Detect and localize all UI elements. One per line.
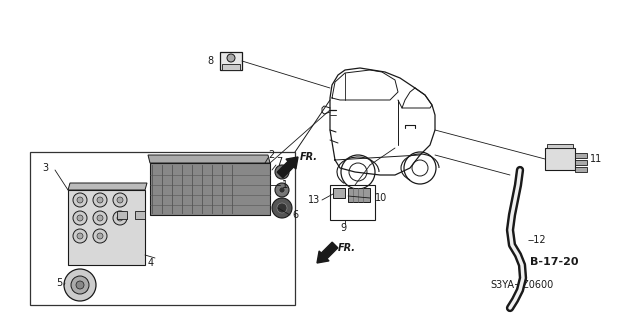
Circle shape [97, 215, 103, 221]
Circle shape [77, 215, 83, 221]
Bar [117, 211, 127, 219]
Text: 13: 13 [308, 195, 320, 205]
Text: ‒12: ‒12 [528, 235, 547, 245]
Bar [222, 64, 240, 70]
Circle shape [64, 269, 96, 301]
Circle shape [117, 215, 123, 221]
Bar [220, 52, 242, 70]
Circle shape [272, 198, 292, 218]
Bar [545, 148, 575, 170]
Text: 2: 2 [268, 150, 275, 160]
Circle shape [93, 193, 107, 207]
Circle shape [97, 197, 103, 203]
Circle shape [117, 197, 123, 203]
Circle shape [113, 193, 127, 207]
Bar [348, 188, 370, 202]
Circle shape [73, 229, 87, 243]
Bar [575, 160, 587, 165]
Circle shape [277, 203, 287, 213]
Bar [575, 153, 587, 158]
Circle shape [279, 169, 285, 175]
Circle shape [227, 54, 235, 62]
Bar [135, 211, 145, 219]
Circle shape [93, 229, 107, 243]
Polygon shape [150, 163, 270, 215]
Text: 4: 4 [148, 258, 154, 268]
Text: 1: 1 [282, 180, 288, 190]
Polygon shape [68, 183, 147, 190]
Circle shape [113, 211, 127, 225]
Circle shape [73, 193, 87, 207]
Circle shape [77, 197, 83, 203]
Circle shape [275, 183, 289, 197]
Text: 8: 8 [208, 56, 214, 66]
Polygon shape [68, 190, 145, 265]
Text: FR.: FR. [300, 152, 318, 162]
Circle shape [77, 233, 83, 239]
Text: 5: 5 [56, 278, 62, 288]
Text: FR.: FR. [338, 243, 356, 253]
Text: 6: 6 [292, 210, 298, 220]
Circle shape [93, 211, 107, 225]
Text: 7: 7 [276, 157, 282, 167]
Text: S3YA−Z0600: S3YA−Z0600 [490, 280, 553, 290]
Circle shape [275, 165, 289, 179]
Bar [547, 144, 573, 148]
FancyArrow shape [277, 157, 298, 178]
Bar [333, 188, 345, 198]
Text: 10: 10 [375, 193, 387, 203]
Text: B-17-20: B-17-20 [530, 257, 579, 267]
Circle shape [76, 281, 84, 289]
Circle shape [71, 276, 89, 294]
Text: 9: 9 [340, 223, 346, 233]
FancyArrow shape [317, 242, 338, 263]
Text: 11: 11 [590, 154, 602, 164]
Circle shape [73, 211, 87, 225]
Bar [575, 167, 587, 172]
Circle shape [279, 187, 285, 193]
Circle shape [97, 233, 103, 239]
Text: 3: 3 [42, 163, 48, 173]
Polygon shape [148, 155, 270, 163]
